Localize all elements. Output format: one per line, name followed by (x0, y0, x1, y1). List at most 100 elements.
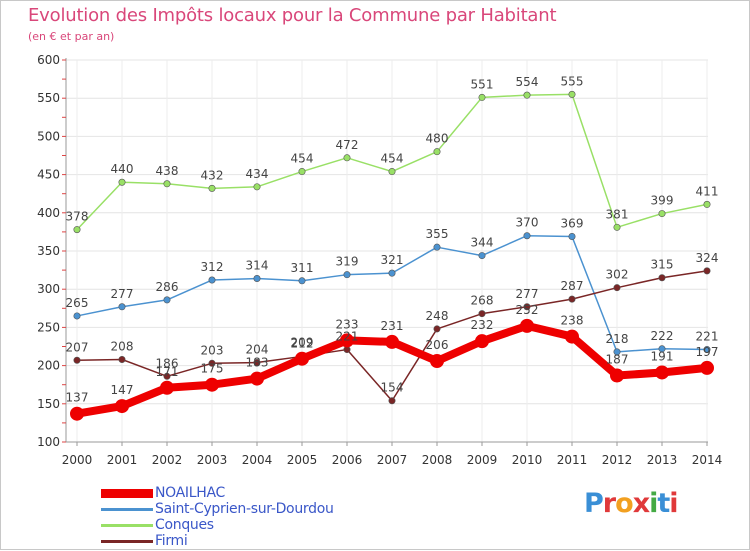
data-label-noailhac-2005: 209 (291, 336, 314, 350)
data-label-firmi-2013: 315 (651, 258, 674, 272)
x-tick-label-2008: 2008 (422, 453, 453, 467)
x-tick-label-2011: 2011 (557, 453, 588, 467)
x-tick-label-2004: 2004 (242, 453, 273, 467)
point-conques-2012 (613, 223, 621, 231)
point-noailhac-2012 (610, 368, 624, 383)
x-tick-label-2007: 2007 (377, 453, 408, 467)
point-firmi-2003 (208, 359, 216, 367)
data-label-firmi-2007: 154 (381, 381, 404, 395)
data-label-conques-2010: 554 (516, 75, 539, 89)
data-label-noailhac-2004: 183 (246, 356, 269, 370)
data-label-firmi-2000: 207 (66, 340, 89, 354)
legend-swatch-saint-cyprien-sur-dourdou (101, 508, 153, 511)
data-label-noailhac-2003: 175 (201, 362, 224, 376)
point-saint-cyprien-sur-dourdou-2012 (613, 348, 621, 356)
chart-subtitle: (en € et par an) (28, 30, 115, 43)
point-saint-cyprien-sur-dourdou-2004 (253, 275, 261, 283)
point-noailhac-2002 (160, 380, 174, 395)
data-label-conques-2000: 378 (66, 210, 89, 224)
data-label-saint-cyprien-sur-dourdou-2003: 312 (201, 260, 224, 274)
point-conques-2014 (703, 200, 711, 208)
proxiti-logo: Proxiti (584, 488, 679, 519)
point-noailhac-2009 (475, 334, 489, 349)
data-label-conques-2013: 399 (651, 194, 674, 208)
point-noailhac-2008 (430, 354, 444, 369)
data-label-saint-cyprien-sur-dourdou-2014: 221 (696, 330, 719, 344)
data-label-firmi-2006: 221 (336, 330, 359, 344)
point-saint-cyprien-sur-dourdou-2006 (343, 271, 351, 279)
data-label-firmi-2005: 212 (291, 336, 314, 350)
point-noailhac-2014 (700, 360, 714, 375)
point-saint-cyprien-sur-dourdou-2000 (73, 312, 81, 320)
x-tick-label-2005: 2005 (287, 453, 318, 467)
point-noailhac-2000 (70, 406, 84, 421)
y-tick-label-400: 400 (37, 206, 60, 220)
logo-letter: t (657, 488, 670, 519)
data-label-saint-cyprien-sur-dourdou-2004: 314 (246, 259, 269, 273)
data-label-conques-2002: 438 (156, 164, 179, 178)
point-firmi-2011 (568, 295, 576, 303)
data-label-firmi-2001: 208 (111, 339, 134, 353)
data-label-firmi-2002: 186 (156, 356, 179, 370)
point-noailhac-2011 (565, 329, 579, 344)
data-label-conques-2003: 432 (201, 168, 224, 182)
data-label-noailhac-2010: 252 (516, 303, 539, 317)
x-tick-label-2013: 2013 (647, 453, 678, 467)
point-noailhac-2013 (655, 365, 669, 380)
point-conques-2008 (433, 148, 441, 156)
point-saint-cyprien-sur-dourdou-2008 (433, 243, 441, 251)
point-saint-cyprien-sur-dourdou-2009 (478, 252, 486, 260)
legend-label-saint-cyprien-sur-dourdou: Saint-Cyprien-sur-Dourdou (155, 501, 334, 517)
data-label-conques-2014: 411 (696, 184, 719, 198)
data-label-noailhac-2007: 231 (381, 319, 404, 333)
data-label-noailhac-2000: 137 (66, 391, 89, 405)
point-noailhac-2004 (250, 371, 264, 386)
y-tick-label-200: 200 (37, 359, 60, 373)
data-label-saint-cyprien-sur-dourdou-2005: 311 (291, 261, 314, 275)
logo-letter: P (584, 488, 604, 519)
point-saint-cyprien-sur-dourdou-2014 (703, 346, 711, 354)
point-conques-2011 (568, 90, 576, 98)
point-firmi-2001 (118, 355, 126, 363)
data-label-noailhac-2002: 171 (156, 365, 179, 379)
data-label-firmi-2012: 302 (606, 268, 629, 282)
x-tick-label-2001: 2001 (107, 453, 138, 467)
y-tick-label-600: 600 (37, 53, 60, 67)
data-label-noailhac-2001: 147 (111, 383, 134, 397)
y-tick-label-250: 250 (37, 320, 60, 334)
x-tick-label-2002: 2002 (152, 453, 183, 467)
point-saint-cyprien-sur-dourdou-2002 (163, 296, 171, 304)
data-label-firmi-2011: 287 (561, 279, 584, 293)
point-conques-2009 (478, 93, 486, 101)
point-saint-cyprien-sur-dourdou-2011 (568, 232, 576, 240)
y-tick-label-450: 450 (37, 168, 60, 182)
point-conques-2001 (118, 178, 126, 186)
legend-swatch-firmi (101, 540, 153, 543)
data-label-saint-cyprien-sur-dourdou-2012: 218 (606, 332, 629, 346)
legend-swatch-conques (101, 524, 153, 527)
logo-letter: x (632, 488, 650, 519)
data-label-conques-2004: 434 (246, 167, 269, 181)
point-conques-2005 (298, 168, 306, 176)
data-label-saint-cyprien-sur-dourdou-2001: 277 (111, 287, 134, 301)
point-saint-cyprien-sur-dourdou-2005 (298, 277, 306, 285)
data-label-conques-2012: 381 (606, 207, 629, 221)
point-conques-2013 (658, 210, 666, 218)
point-conques-2007 (388, 168, 396, 176)
point-conques-2010 (523, 91, 531, 99)
point-firmi-2014 (703, 267, 711, 275)
data-label-saint-cyprien-sur-dourdou-2006: 319 (336, 255, 359, 269)
data-label-firmi-2003: 203 (201, 343, 224, 357)
point-saint-cyprien-sur-dourdou-2010 (523, 232, 531, 240)
point-firmi-2007 (388, 397, 396, 405)
point-noailhac-2006 (340, 333, 354, 348)
point-noailhac-2001 (115, 399, 129, 414)
data-label-saint-cyprien-sur-dourdou-2009: 344 (471, 236, 494, 250)
logo-letter: o (615, 488, 634, 519)
x-tick-label-2010: 2010 (512, 453, 543, 467)
data-label-conques-2008: 480 (426, 132, 449, 146)
point-firmi-2002 (163, 372, 171, 380)
data-label-saint-cyprien-sur-dourdou-2011: 369 (561, 216, 584, 230)
point-noailhac-2003 (205, 377, 219, 392)
